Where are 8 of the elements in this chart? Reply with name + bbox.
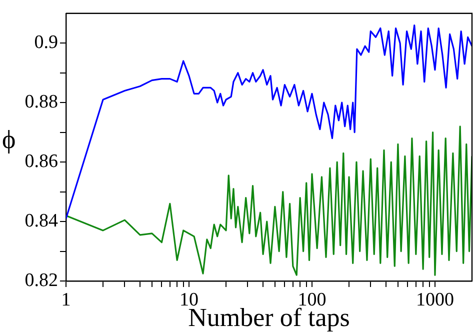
y-axis-title: ϕ (2, 125, 16, 155)
y-tick-label: 0.86 (24, 151, 58, 172)
x-tick-label: 1000 (416, 289, 454, 310)
x-tick-label: 1 (61, 289, 71, 310)
y-tick-label: 0.82 (24, 270, 58, 291)
y-tick-label: 0.84 (24, 210, 58, 232)
y-tick-label: 0.88 (24, 92, 58, 113)
y-tick-label: 0.9 (34, 32, 58, 54)
